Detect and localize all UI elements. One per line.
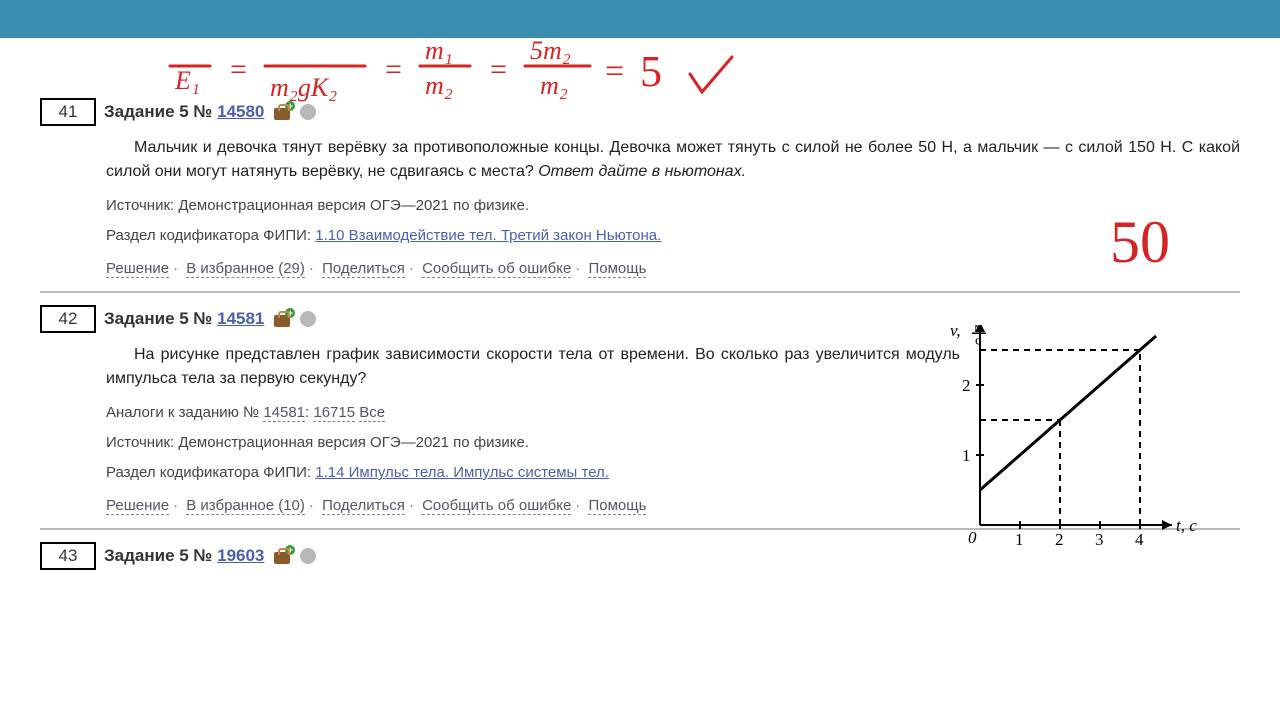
- briefcase-icon[interactable]: +: [272, 547, 292, 565]
- problem-main: На рисунке представлен график зависимост…: [106, 346, 960, 387]
- task-id-link[interactable]: 14580: [217, 102, 264, 121]
- codifier-link[interactable]: 1.10 Взаимодействие тел. Третий закон Нь…: [315, 227, 661, 244]
- help-link[interactable]: Помощь: [588, 497, 646, 515]
- task-header: 41 Задание 5 № 14580 +: [40, 98, 1240, 126]
- help-link[interactable]: Помощь: [588, 260, 646, 278]
- task-title-prefix: Задание 5 №: [104, 546, 212, 565]
- share-link[interactable]: Поделиться: [322, 260, 405, 278]
- source-text: Демонстрационная версия ОГЭ—2021 по физи…: [178, 197, 529, 214]
- favorite-link[interactable]: В избранное (29): [186, 260, 305, 278]
- problem-tail: Ответ дайте в ньютонах.: [538, 163, 746, 180]
- briefcase-icon[interactable]: +: [272, 103, 292, 121]
- source-line: Источник: Демонстрационная версия ОГЭ—20…: [106, 194, 1240, 218]
- codifier-label: Раздел кодификатора ФИПИ:: [106, 227, 311, 244]
- task-title-prefix: Задание 5 №: [104, 309, 212, 328]
- problem-text: Мальчик и девочка тянут верёвку за проти…: [106, 136, 1240, 184]
- svg-text:v,: v,: [950, 325, 961, 340]
- analog-label: Аналоги к заданию №: [106, 404, 259, 421]
- status-dot-icon[interactable]: [300, 311, 316, 327]
- status-dot-icon[interactable]: [300, 104, 316, 120]
- svg-text:с: с: [975, 333, 981, 348]
- solution-link[interactable]: Решение: [106, 497, 169, 515]
- source-label: Источник:: [106, 197, 174, 214]
- codifier-label: Раздел кодификатора ФИПИ:: [106, 464, 311, 481]
- task-number-box: 43: [40, 542, 96, 570]
- task-number-box: 41: [40, 98, 96, 126]
- source-label: Источник:: [106, 434, 174, 451]
- codifier-link[interactable]: 1.14 Импульс тела. Импульс системы тел.: [315, 464, 609, 481]
- task-header: 43 Задание 5 № 19603 +: [40, 542, 1240, 570]
- task-title: Задание 5 № 14581: [104, 309, 264, 329]
- task-42: 42 Задание 5 № 14581 + На рисунке предст…: [40, 293, 1240, 530]
- share-link[interactable]: Поделиться: [322, 497, 405, 515]
- report-link[interactable]: Сообщить об ошибке: [422, 260, 571, 278]
- favorite-link[interactable]: В избранное (10): [186, 497, 305, 515]
- task-title: Задание 5 № 19603: [104, 546, 264, 566]
- briefcase-icon[interactable]: +: [272, 310, 292, 328]
- analog-main-link[interactable]: 14581: [263, 404, 305, 422]
- task-43: 43 Задание 5 № 19603 +: [40, 530, 1240, 594]
- task-41: 41 Задание 5 № 14580 + Мальчик и девочка…: [40, 38, 1240, 293]
- task-title: Задание 5 № 14580: [104, 102, 264, 122]
- status-dot-icon[interactable]: [300, 548, 316, 564]
- analog-all-link[interactable]: Все: [359, 404, 385, 422]
- svg-text:2: 2: [962, 376, 971, 395]
- solution-link[interactable]: Решение: [106, 260, 169, 278]
- task-number-box: 42: [40, 305, 96, 333]
- task-body: Мальчик и девочка тянут верёвку за проти…: [106, 136, 1240, 277]
- top-bar: [0, 0, 1280, 38]
- svg-text:1: 1: [962, 446, 971, 465]
- task-id-link[interactable]: 19603: [217, 546, 264, 565]
- content-area: E₁ = m₂gK₂ = m₁ m₂ = 5m₂ m₂ = 5 50 41: [0, 38, 1280, 594]
- report-link[interactable]: Сообщить об ошибке: [422, 497, 571, 515]
- task-id-link[interactable]: 14581: [217, 309, 264, 328]
- source-text: Демонстрационная версия ОГЭ—2021 по физи…: [178, 434, 529, 451]
- task-title-prefix: Задание 5 №: [104, 102, 212, 121]
- analog-link[interactable]: 16715: [313, 404, 355, 422]
- task-actions: Решение· В избранное (29)· Поделиться· С…: [106, 260, 1240, 277]
- codifier-line: Раздел кодификатора ФИПИ: 1.10 Взаимодей…: [106, 224, 1240, 248]
